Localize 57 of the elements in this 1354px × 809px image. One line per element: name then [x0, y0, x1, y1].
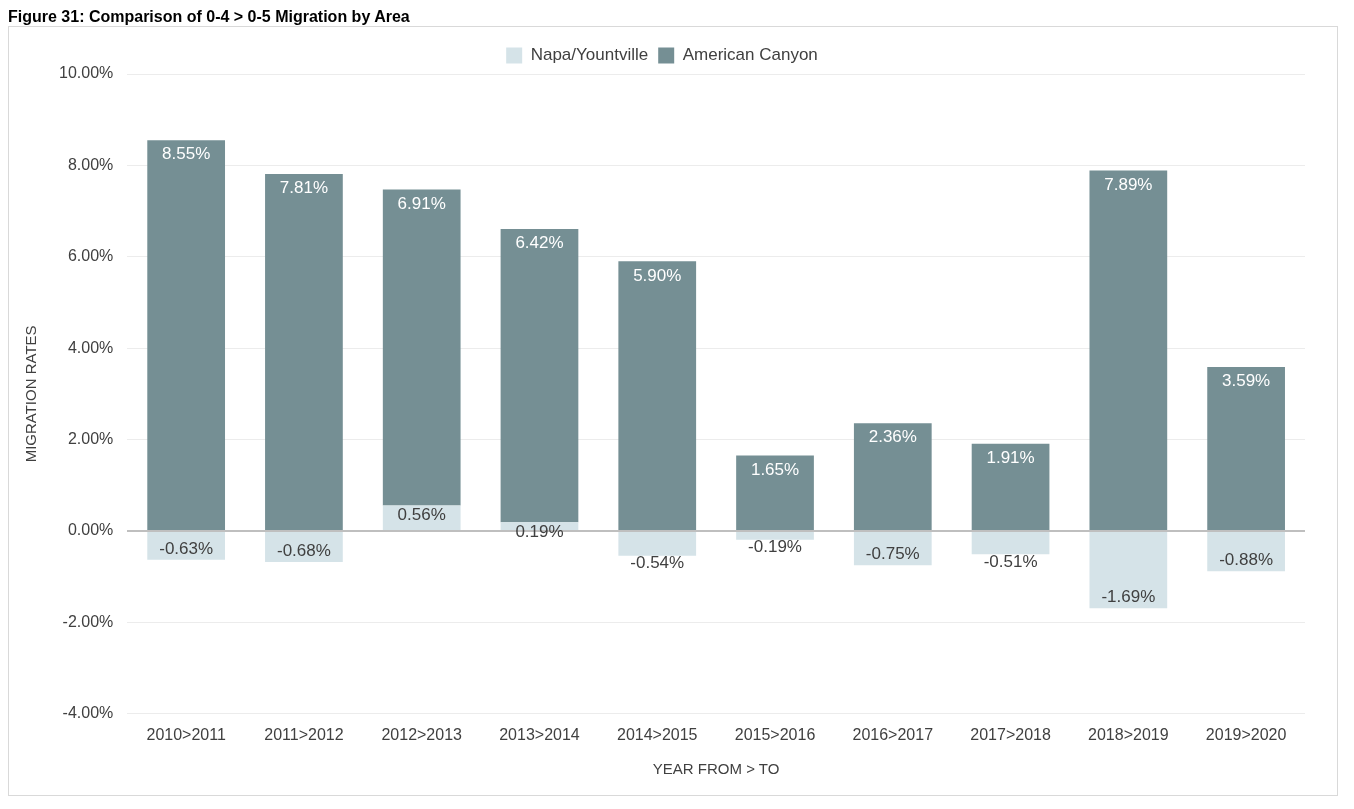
x-tick-label: 2016>2017 — [852, 725, 934, 743]
y-tick-label: -2.00% — [62, 612, 114, 630]
x-tick-label: 2013>2014 — [499, 725, 580, 743]
y-tick-label: 8.00% — [67, 155, 114, 173]
data-label: -0.51% — [983, 551, 1038, 571]
bar — [1089, 170, 1168, 530]
y-tick-label: -4.00% — [62, 704, 114, 722]
x-tick-label: 2017>2018 — [970, 725, 1051, 743]
data-label: 2.36% — [868, 427, 917, 447]
bar — [971, 443, 1050, 530]
data-label: -0.19% — [748, 537, 802, 557]
data-label: -0.54% — [630, 553, 685, 573]
data-label: 7.81% — [279, 178, 329, 198]
data-label: 3.59% — [1222, 371, 1271, 391]
data-label: 1.91% — [986, 447, 1035, 467]
data-label: 1.65% — [750, 459, 800, 479]
y-tick-label: 4.00% — [67, 338, 114, 356]
data-label: 0.56% — [397, 505, 446, 525]
y-tick-label: 2.00% — [67, 430, 114, 448]
data-label: 7.89% — [1104, 174, 1153, 194]
data-label: 6.91% — [397, 193, 446, 213]
bar — [736, 455, 814, 530]
bar — [147, 140, 226, 530]
y-tick-label: 0.00% — [67, 521, 114, 539]
bar — [618, 261, 697, 530]
bar — [500, 228, 579, 523]
x-tick-label: 2018>2019 — [1088, 725, 1169, 743]
x-tick-label: 2012>2013 — [381, 725, 463, 743]
bar — [618, 532, 697, 556]
bar — [265, 174, 343, 530]
data-label: -0.88% — [1219, 550, 1274, 570]
bar — [736, 532, 814, 540]
x-axis-title: YEAR FROM > TO — [652, 760, 780, 778]
bar — [382, 189, 461, 506]
x-tick-label: 2011>2012 — [264, 725, 344, 743]
data-label: 5.90% — [633, 265, 682, 285]
data-label: 6.42% — [515, 233, 564, 253]
data-label: 8.55% — [162, 144, 211, 164]
x-tick-label: 2015>2016 — [734, 725, 816, 743]
chart-title: Figure 31: Comparison of 0-4 > 0-5 Migration by Area — [8, 8, 411, 26]
data-label: -1.69% — [1101, 587, 1156, 607]
data-label: -0.63% — [159, 538, 214, 558]
bar — [1207, 366, 1285, 530]
bar — [1089, 532, 1168, 609]
bar — [853, 423, 932, 530]
y-axis-title: MIGRATION RATES — [22, 325, 40, 463]
data-label: -0.75% — [865, 544, 920, 564]
data-label: -0.68% — [276, 541, 331, 561]
x-tick-label: 2014>2015 — [616, 725, 698, 743]
x-tick-label: 2019>2020 — [1205, 725, 1287, 743]
data-label: 0.19% — [515, 522, 564, 541]
y-tick-label: 6.00% — [67, 247, 114, 265]
y-tick-label: 10.00% — [59, 64, 114, 82]
bar — [971, 532, 1050, 555]
x-tick-label: 2010>2011 — [146, 725, 226, 743]
legend-label: American Canyon — [682, 45, 818, 65]
legend-label: Napa/Yountville — [530, 45, 649, 65]
